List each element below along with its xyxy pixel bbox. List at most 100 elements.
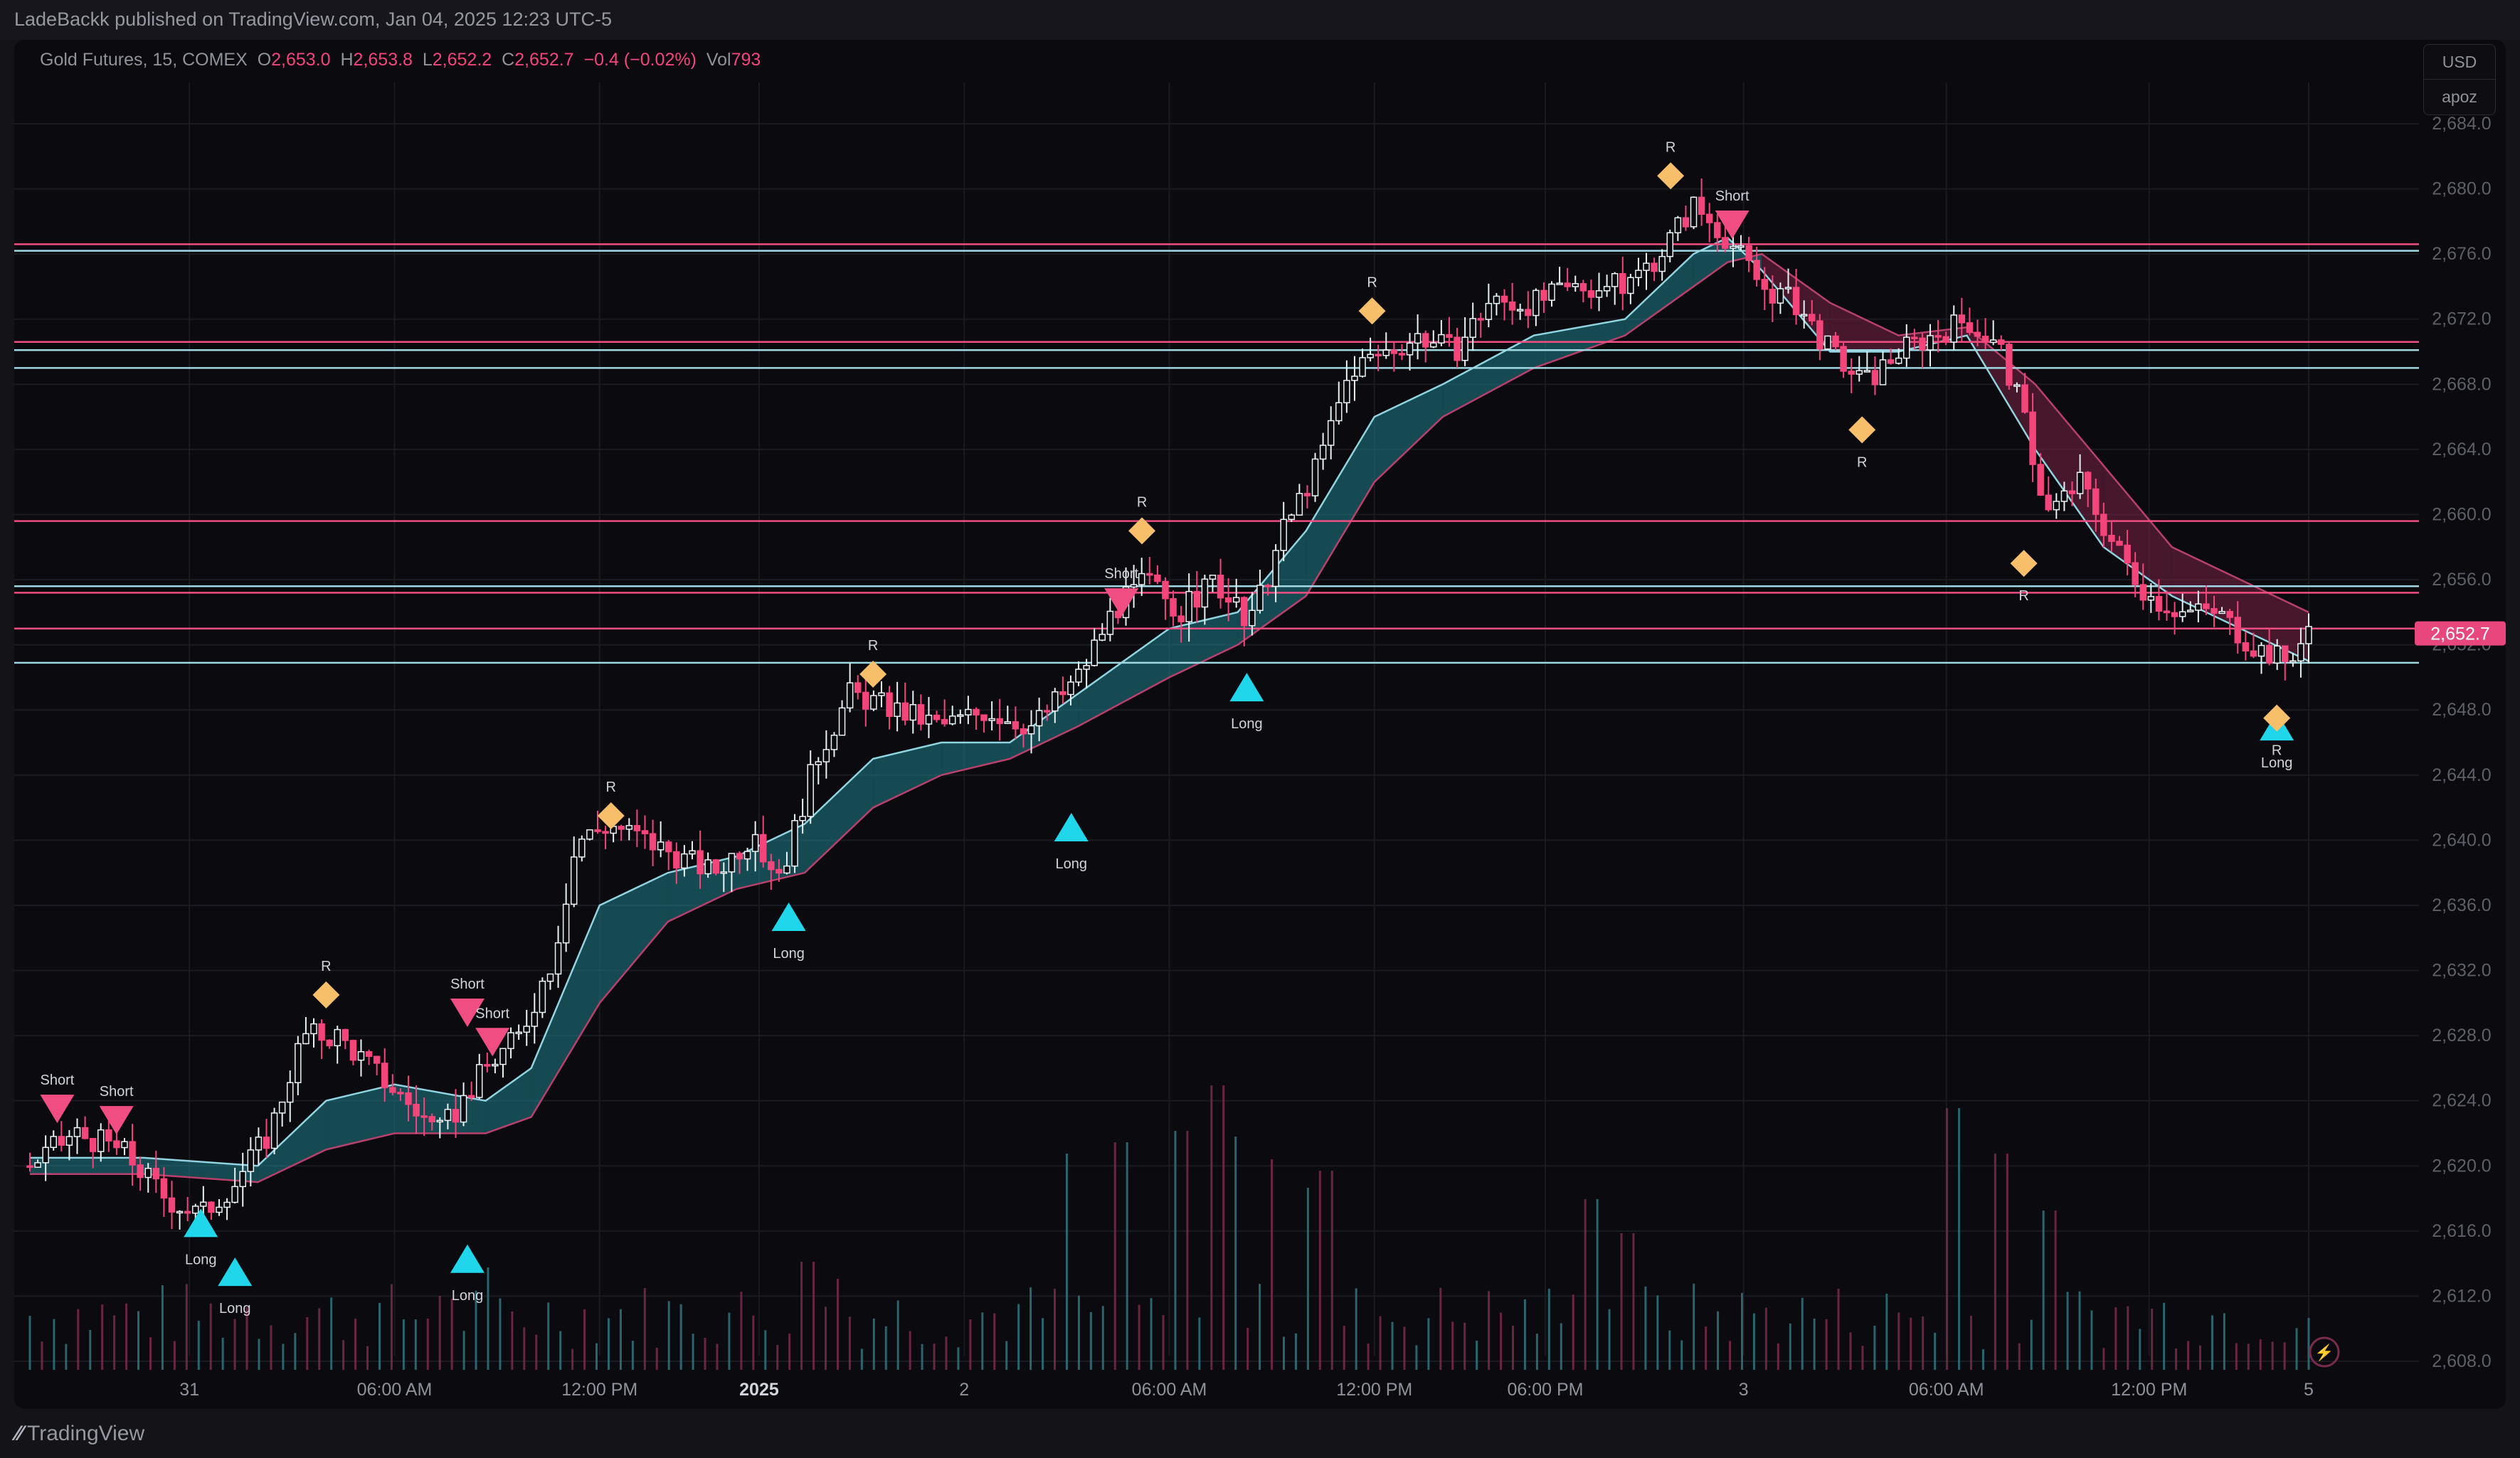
candle-body — [1989, 339, 1997, 344]
candle-body — [1658, 255, 1666, 272]
candle-body — [1682, 217, 1690, 228]
candle-body — [523, 1026, 530, 1033]
candle-body — [1840, 346, 1847, 372]
ema-ribbon-segment — [1625, 254, 1694, 336]
candle-body — [1454, 336, 1461, 361]
ema-ribbon-segment — [1442, 335, 1534, 417]
candle-body — [1863, 370, 1871, 373]
long-signal-label: Long — [219, 1301, 251, 1316]
currency-box[interactable]: USD apoz — [2423, 44, 2496, 115]
candle-body — [586, 829, 593, 840]
volume-label: Vol — [706, 50, 731, 70]
candle-body — [894, 702, 901, 718]
candle-body — [2037, 464, 2044, 496]
candle-body — [2108, 535, 2115, 542]
candle-body — [751, 834, 759, 852]
candle-body — [1027, 725, 1035, 735]
candle-body — [373, 1055, 381, 1064]
candle-body — [578, 839, 586, 858]
ema-ribbon-segment — [2240, 580, 2309, 661]
candle-body — [783, 865, 790, 874]
candle-body — [618, 826, 625, 830]
candle-body — [295, 1043, 302, 1083]
candle-body — [467, 1095, 475, 1098]
long-signal-label: Long — [1231, 716, 1263, 732]
y-axis-tick-label: 2,660.0 — [2432, 504, 2491, 524]
y-axis-tick-label: 2,664.0 — [2432, 440, 2491, 459]
candle-body — [34, 1162, 41, 1168]
candle-body — [838, 707, 846, 736]
high-value: 2,653.8 — [353, 50, 413, 70]
lightning-icon[interactable] — [2309, 1336, 2340, 1368]
candle-body — [870, 695, 877, 710]
candle-body — [1871, 370, 1879, 385]
tradingview-brand[interactable]: ⁄⁄ TradingView — [16, 1422, 144, 1446]
candle-body — [1572, 283, 1579, 287]
candle-body — [1209, 575, 1217, 580]
ema-ribbon-segment — [1306, 417, 1375, 596]
candle-body — [318, 1023, 325, 1041]
tradingview-logo-icon: ⁄⁄ — [16, 1422, 23, 1445]
candle-body — [554, 942, 562, 975]
ema-ribbon-segment — [599, 873, 668, 1004]
candle-body — [2195, 603, 2202, 611]
candle-body — [1737, 245, 1745, 248]
candle-body — [1256, 585, 1264, 611]
short-signal-label: Short — [100, 1084, 134, 1100]
candle-body — [1974, 331, 1981, 337]
candle-body — [81, 1127, 89, 1139]
candle-body — [2132, 562, 2139, 585]
x-axis-tick-label: 12:00 PM — [2111, 1380, 2187, 1400]
candle-body — [484, 1064, 491, 1067]
candle-body — [2163, 610, 2171, 614]
open-value: 2,653.0 — [271, 50, 331, 70]
candle-body — [1745, 245, 1752, 261]
candle-body — [413, 1104, 420, 1117]
short-signal-marker — [475, 1028, 510, 1057]
candle-body — [1998, 339, 2005, 345]
short-signal-marker — [1715, 210, 1749, 239]
y-axis-tick-label: 2,636.0 — [2432, 895, 2491, 915]
candle-body — [152, 1167, 160, 1180]
ema-ribbon-segment — [1533, 319, 1626, 368]
short-signal-label: Short — [1104, 566, 1138, 582]
candle-body — [2053, 501, 2060, 511]
candle-body — [799, 816, 806, 821]
chart-frame[interactable]: Short Short Long Long R Short Short Long R Long R L… — [14, 40, 2506, 1409]
candle-body — [1201, 578, 1209, 608]
indicator-name[interactable]: apoz — [2442, 87, 2477, 106]
long-signal-label: Long — [185, 1252, 217, 1267]
candle-body — [1390, 349, 1398, 354]
low-value: 2,652.2 — [432, 50, 492, 70]
candle-body — [704, 859, 711, 875]
currency-unit[interactable]: USD — [2424, 45, 2495, 80]
candle-body — [602, 831, 609, 834]
candle-body — [807, 764, 814, 817]
x-axis-tick-label: 06:00 AM — [357, 1380, 433, 1400]
candle-body — [878, 692, 885, 696]
candle-body — [1193, 590, 1201, 608]
candle-body — [1012, 721, 1020, 730]
candle-body — [728, 853, 736, 873]
candle-body — [1296, 493, 1303, 516]
candle-body — [365, 1050, 373, 1058]
ema-ribbon-segment — [1966, 327, 2035, 449]
candle-body — [1698, 196, 1705, 215]
candle-body — [405, 1092, 412, 1105]
candle-body — [1525, 309, 1532, 316]
candle-body — [2282, 645, 2289, 662]
candle-body — [933, 714, 941, 720]
candle-body — [1043, 710, 1051, 713]
candle-body — [822, 749, 830, 762]
price-chart[interactable]: ShortShortLongLongRShortShortLongRLongRL… — [14, 40, 2506, 1409]
publish-info: LadeBackk published on TradingView.com, … — [14, 9, 613, 30]
candle-body — [1098, 634, 1106, 641]
candle-body — [1911, 336, 1918, 339]
candle-body — [697, 850, 704, 875]
candle-body — [1446, 334, 1453, 338]
lightning-icon-glyph: ⚡ — [2314, 1343, 2334, 1362]
r-signal-marker — [1657, 162, 1685, 190]
candle-body — [1461, 336, 1468, 361]
candle-body — [1398, 353, 1406, 356]
y-axis-tick-label: 2,612.0 — [2432, 1286, 2491, 1306]
